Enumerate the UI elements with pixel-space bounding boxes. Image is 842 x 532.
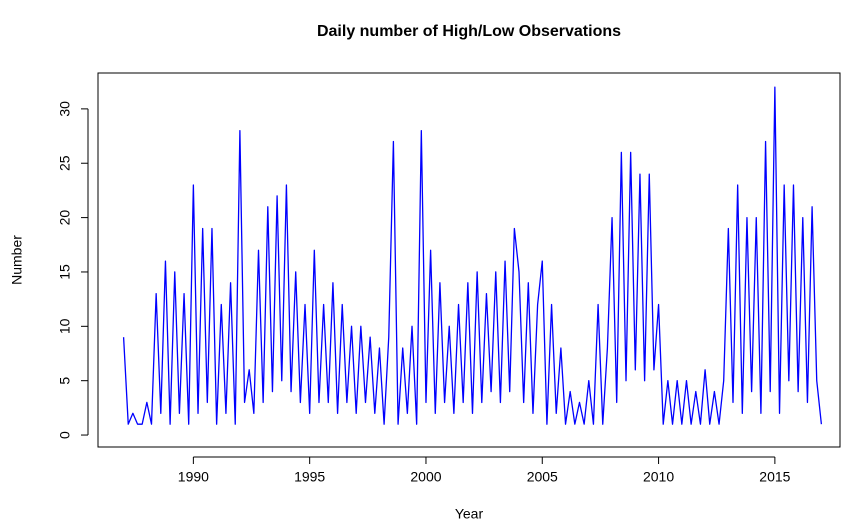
x-tick-label: 2000 xyxy=(410,469,441,485)
y-tick-label: 25 xyxy=(57,155,73,171)
x-tick-label: 2005 xyxy=(527,469,558,485)
y-tick-label: 10 xyxy=(57,318,73,334)
y-axis-label: Number xyxy=(9,235,25,285)
x-tick-label: 2015 xyxy=(759,469,790,485)
data-line xyxy=(122,86,823,425)
y-tick-label: 5 xyxy=(57,377,73,385)
y-tick-label: 30 xyxy=(57,101,73,117)
x-axis-label: Year xyxy=(455,506,484,522)
x-tick-label: 1995 xyxy=(294,469,325,485)
x-tick-label: 1990 xyxy=(178,469,209,485)
y-tick-label: 0 xyxy=(57,431,73,439)
y-tick-label: 15 xyxy=(57,264,73,280)
chart-title: Daily number of High/Low Observations xyxy=(317,23,621,40)
x-tick-label: 2010 xyxy=(643,469,674,485)
plot-box xyxy=(97,72,841,448)
y-tick-label: 20 xyxy=(57,210,73,226)
